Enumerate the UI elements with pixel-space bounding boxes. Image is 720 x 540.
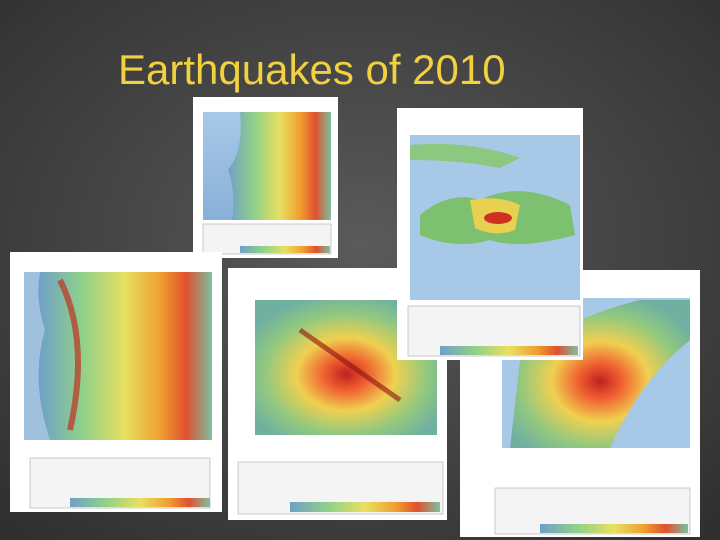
map-detail — [440, 346, 578, 355]
map-detail — [70, 498, 210, 507]
map-detail — [240, 246, 330, 253]
map-image — [228, 268, 447, 520]
map-detail — [410, 143, 520, 168]
map-detail — [540, 524, 688, 533]
map-detail — [290, 502, 440, 512]
map-detail — [484, 212, 512, 224]
map-image — [10, 252, 222, 512]
map-detail — [298, 327, 402, 403]
map-detail — [57, 278, 81, 431]
slide-title: Earthquakes of 2010 — [118, 46, 506, 93]
map-detail — [228, 112, 331, 220]
map-image — [193, 97, 338, 258]
map-detail — [38, 272, 213, 440]
map-image — [397, 108, 583, 360]
